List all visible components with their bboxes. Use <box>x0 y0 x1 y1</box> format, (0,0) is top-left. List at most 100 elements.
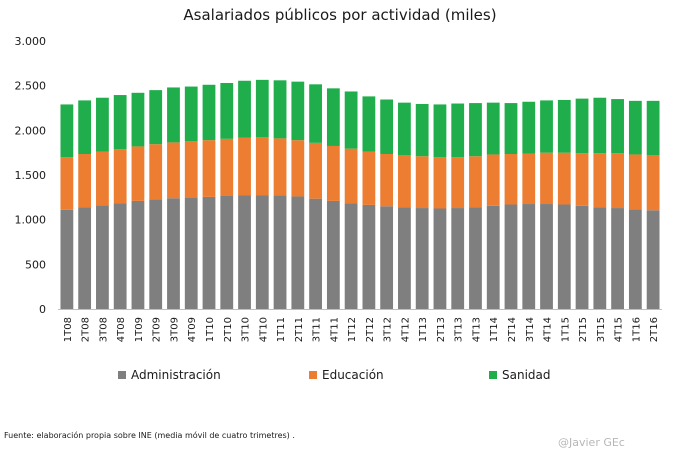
bar-administracion-4T09 <box>184 197 198 309</box>
bar-sanidad-2T12 <box>362 96 376 152</box>
x-tick-label: 2T12 <box>365 317 376 342</box>
bar-educacion-4T14 <box>540 152 553 205</box>
bar-sanidad-2T10 <box>220 82 234 139</box>
bar-educacion-3T12 <box>380 154 394 207</box>
bar-educacion-2T14 <box>504 154 518 205</box>
x-tick-label: 1T09 <box>134 317 145 342</box>
credit-watermark: @Javier GEc <box>558 436 625 449</box>
bar-sanidad-3T15 <box>593 97 607 154</box>
x-tick-label: 2T10 <box>223 317 234 342</box>
x-tick-label: 2T14 <box>507 317 518 342</box>
bar-administracion-1T16 <box>628 209 642 309</box>
bar-administracion-4T11 <box>326 200 340 309</box>
bar-administracion-1T14 <box>486 205 500 309</box>
bar-administracion-3T09 <box>167 198 180 309</box>
bar-sanidad-1T12 <box>344 91 358 149</box>
x-tick-label: 1T14 <box>489 317 500 342</box>
bar-administracion-2T09 <box>149 199 163 309</box>
bars <box>60 79 660 309</box>
bar-administracion-4T08 <box>113 203 127 309</box>
x-tick-label: 4T13 <box>471 317 482 342</box>
bar-sanidad-1T15 <box>557 99 571 153</box>
bar-administracion-3T14 <box>522 204 536 309</box>
bar-educacion-4T13 <box>469 156 482 208</box>
x-tick-label: 2T15 <box>578 317 589 342</box>
bar-administracion-2T11 <box>291 196 305 309</box>
x-tick-label: 3T13 <box>454 317 465 342</box>
bar-educacion-2T12 <box>362 151 376 205</box>
legend-label-sanidad: Sanidad <box>502 368 551 382</box>
chart-title: Asalariados públicos por actividad (mile… <box>183 6 497 24</box>
legend-swatch-administracion <box>118 371 126 379</box>
bar-sanidad-3T08 <box>96 97 109 152</box>
bar-administracion-1T12 <box>344 203 358 309</box>
bar-educacion-2T15 <box>575 153 589 206</box>
y-tick-label: 1.500 <box>15 169 47 182</box>
bar-sanidad-1T08 <box>60 104 74 158</box>
x-tick-label: 1T08 <box>63 317 74 342</box>
bar-sanidad-4T08 <box>113 95 127 150</box>
bar-educacion-4T12 <box>398 155 411 208</box>
bar-administracion-1T10 <box>202 196 216 309</box>
bar-administracion-4T10 <box>255 195 269 309</box>
bar-educacion-2T08 <box>78 154 92 208</box>
legend-item-educacion: Educación <box>309 368 384 382</box>
bar-administracion-3T10 <box>238 195 251 309</box>
bar-educacion-3T09 <box>167 142 180 199</box>
legend: Administración Educación Sanidad <box>0 368 680 388</box>
bar-sanidad-2T13 <box>433 104 447 158</box>
x-tick-label: 4T09 <box>187 317 198 342</box>
legend-swatch-educacion <box>309 371 317 379</box>
x-tick-label: 1T16 <box>631 317 642 342</box>
legend-item-sanidad: Sanidad <box>489 368 551 382</box>
bar-educacion-2T13 <box>433 157 447 209</box>
bar-sanidad-3T10 <box>238 80 251 138</box>
bar-sanidad-3T11 <box>309 84 322 143</box>
bar-administracion-3T13 <box>451 208 465 309</box>
bar-sanidad-3T13 <box>451 103 465 158</box>
x-axis: 1T08 2T08 3T08 4T08 1T09 2T09 3T09 4T09 1T10 2T10… <box>58 309 662 342</box>
x-tick-label: 4T10 <box>258 317 269 342</box>
bar-administracion-3T08 <box>96 205 109 309</box>
x-tick-label: 4T08 <box>116 317 127 342</box>
bar-educacion-4T10 <box>255 137 269 196</box>
bar-administracion-3T11 <box>309 198 322 309</box>
bar-educacion-1T16 <box>628 154 642 210</box>
bar-educacion-3T08 <box>96 151 109 206</box>
bar-sanidad-2T15 <box>575 98 589 154</box>
bar-educacion-4T09 <box>184 141 198 198</box>
bar-administracion-2T15 <box>575 205 589 309</box>
source-note: Fuente: elaboración propia sobre INE (me… <box>4 431 295 440</box>
bar-administracion-2T14 <box>504 204 518 309</box>
bar-educacion-2T11 <box>291 140 305 197</box>
bar-educacion-1T10 <box>202 140 216 197</box>
legend-label-educacion: Educación <box>322 368 384 382</box>
x-tick-label: 4T11 <box>329 317 340 342</box>
x-tick-label: 1T15 <box>560 317 571 342</box>
bar-educacion-2T16 <box>646 155 660 211</box>
bar-educacion-1T09 <box>131 146 145 201</box>
bar-educacion-3T14 <box>522 153 536 205</box>
bar-administracion-2T16 <box>646 210 660 309</box>
legend-swatch-sanidad <box>489 371 497 379</box>
x-tick-label: 1T13 <box>418 317 429 342</box>
bar-administracion-4T12 <box>398 207 411 309</box>
bar-administracion-2T12 <box>362 204 376 309</box>
y-tick-label: 0 <box>39 303 46 316</box>
bar-administracion-4T14 <box>540 204 553 309</box>
y-tick-label: 1.000 <box>15 214 47 227</box>
x-tick-label: 2T13 <box>436 317 447 342</box>
bar-educacion-1T12 <box>344 148 358 204</box>
bar-administracion-1T11 <box>273 195 287 309</box>
bar-administracion-3T15 <box>593 207 607 309</box>
x-tick-label: 4T12 <box>400 317 411 342</box>
bar-educacion-3T10 <box>238 137 251 196</box>
bar-educacion-1T14 <box>486 154 500 206</box>
x-tick-label: 1T10 <box>205 317 216 342</box>
bar-educacion-1T13 <box>415 156 429 209</box>
bar-administracion-1T13 <box>415 208 429 309</box>
bar-administracion-4T15 <box>611 208 624 309</box>
bar-educacion-2T10 <box>220 138 234 196</box>
x-tick-label: 1T12 <box>347 317 358 342</box>
